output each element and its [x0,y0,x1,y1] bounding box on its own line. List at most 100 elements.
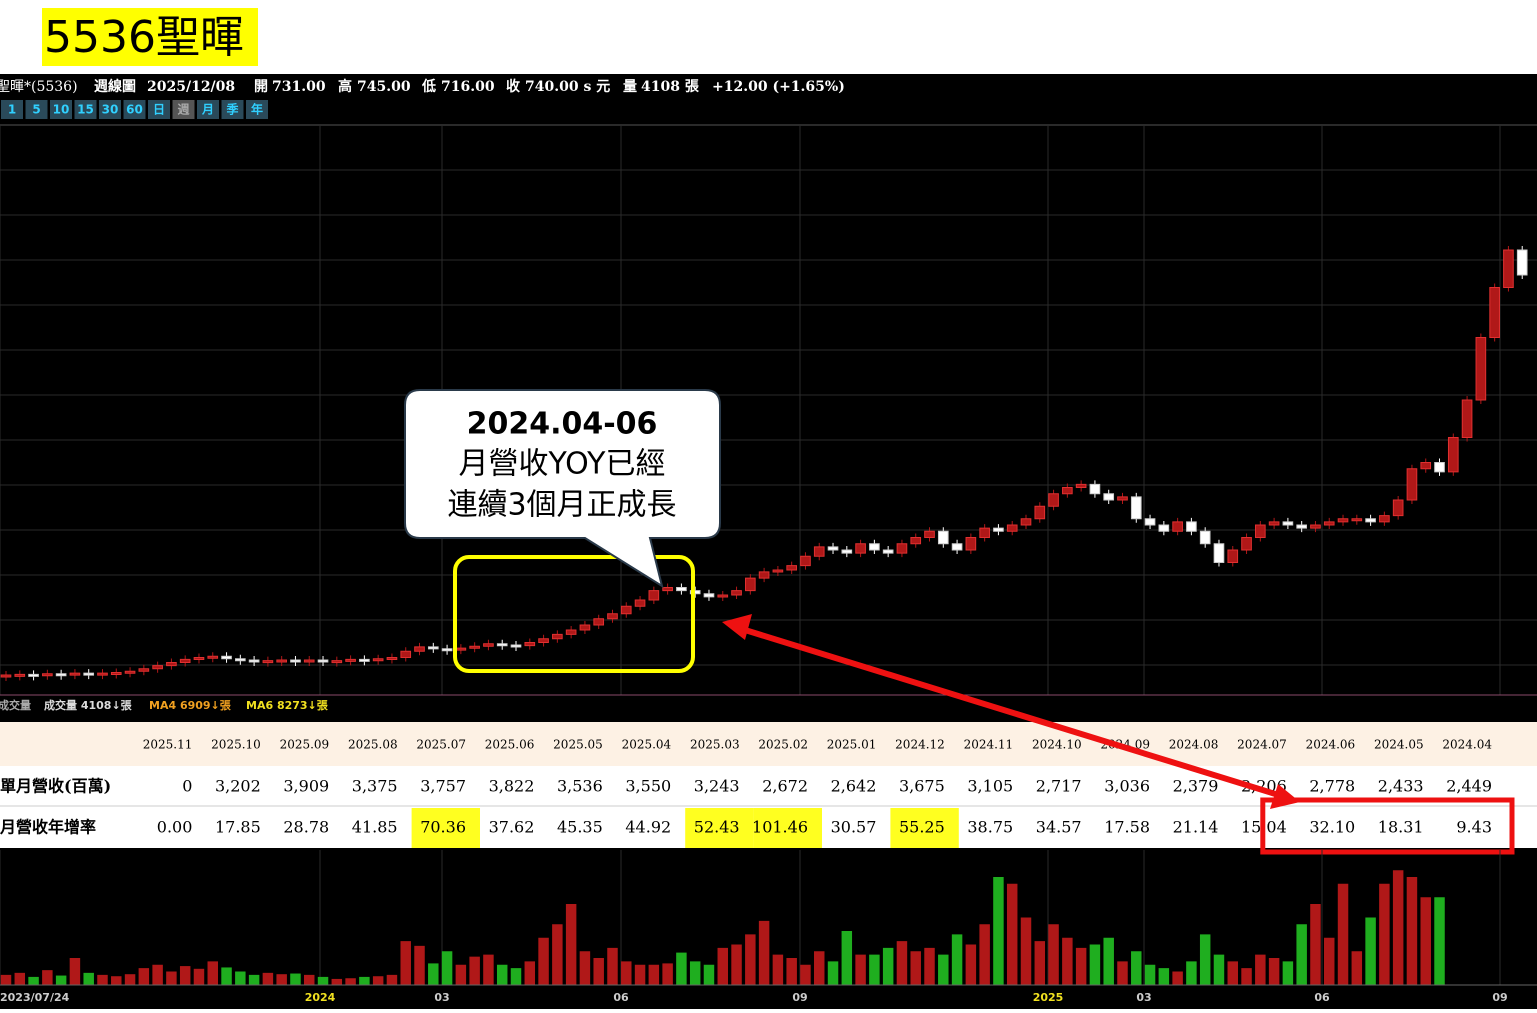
volume-bar [924,947,935,985]
volume-bar [42,970,53,985]
column-header: 2025.11 [143,738,193,752]
column-header: 2025.10 [211,738,261,752]
candle [1475,337,1487,401]
candle [1103,493,1115,501]
x-tick-label: 09 [792,991,807,1004]
volume-bar [235,971,246,985]
cell: 3,202 [215,777,261,796]
candle [1089,483,1101,495]
column-header: 2024.12 [895,738,945,752]
volume-bar [1075,947,1087,985]
candle [331,660,343,664]
volume-bar [276,974,287,985]
volume-bar [1144,964,1156,985]
x-tick-label: 06 [613,991,629,1004]
button-bg [74,100,97,119]
volume-bar [317,976,329,985]
cell: 21.14 [1173,818,1219,837]
candle [317,659,329,663]
callout-text: 連續3個月正成長 [447,488,676,523]
x-axis: 2023/07/24 2024 03 06 09 2025 03 06 09 [0,991,1508,1004]
volume-bar [717,947,728,985]
highlight-cell [890,808,959,848]
legend: 成交量 [0,698,31,712]
candle [0,674,12,678]
value: 4108 張 [641,79,700,95]
candle [634,599,646,607]
candle [1323,521,1335,526]
volume-bar [28,976,39,985]
candle [179,658,191,663]
button-bg [50,100,72,119]
cell: 3,675 [899,777,945,796]
candle [869,543,880,551]
period: 週線圖 [94,78,136,95]
volume-bar [83,972,94,985]
volume-bar [1172,971,1183,985]
candle [14,673,26,677]
red-box [1260,797,1515,855]
candle [786,565,798,571]
candle [772,569,784,573]
title-bg [42,8,258,66]
candle [676,587,687,592]
candle [813,546,825,557]
cell: 52.43 [694,818,740,837]
period-buttons: 1 5 10 15 30 60 日週月季年 [1,100,268,119]
candle [83,672,95,676]
volume-bar [979,924,990,985]
stock: 聖暉*(5536) [0,79,78,95]
volume-bar [593,958,604,985]
volume-bar [772,954,784,985]
volume-bar [1379,883,1390,985]
volume-bar [1324,937,1335,985]
button-bg [25,100,48,119]
candle [1213,543,1225,563]
volume-bar [179,966,191,985]
cell: 2,672 [762,777,808,796]
volume-bar [1310,904,1321,985]
candle [993,527,1004,532]
volume-bar [496,964,508,985]
legend: MA4 6909↓張 [149,699,232,712]
volume-bar [1089,944,1101,985]
candle [1048,493,1059,507]
candle [1310,524,1321,529]
column-header: 2024.10 [1032,738,1082,752]
volume-bar [552,924,563,985]
candle [441,648,453,652]
volume-bar [1006,883,1018,985]
cell: 32.10 [1309,818,1355,837]
column-header: 2025.08 [348,738,398,752]
cell: 3,822 [489,777,535,796]
button: 1 [8,103,16,117]
candle [1075,483,1087,488]
volume-bar [1255,954,1266,985]
volume-bar [304,974,315,985]
column-header: 2025.04 [622,738,672,752]
volume-bar [745,934,756,985]
cell: 34.57 [1036,818,1082,837]
volume-bar [1337,883,1349,985]
volume-bar [1034,941,1046,985]
cell: 3,375 [352,777,398,796]
volume-bar [827,961,839,985]
volume-bar [1199,934,1211,985]
candle [565,629,577,635]
candle [882,549,894,554]
volume-bar [1186,961,1197,985]
cell: 2,379 [1173,777,1219,796]
label: 收 [506,78,521,95]
arrow-line [744,627,1286,800]
volume-bar [1406,877,1418,985]
highlight-cell [411,808,480,848]
candles [0,246,1528,681]
chart-bg [0,74,1537,1009]
volume-bar [607,947,618,985]
button-bg [148,100,170,119]
volume-bar [1103,937,1114,985]
value: 740.00 s 元 [525,79,610,95]
button: 季 [225,102,239,117]
volume-bar [1213,954,1225,985]
candle [538,638,549,643]
